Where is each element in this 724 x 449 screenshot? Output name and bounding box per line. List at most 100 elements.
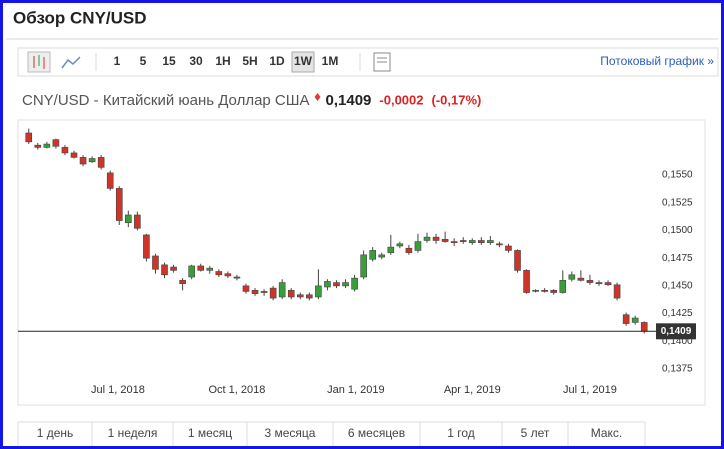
candle-body — [287, 290, 295, 298]
chart-type-candles[interactable] — [27, 51, 51, 73]
y-tick-label: 0,1475 — [662, 253, 693, 264]
candle-body — [423, 236, 431, 241]
candle-body — [34, 144, 42, 148]
y-tick-label: 0,1500 — [662, 225, 693, 236]
instrument-name: CNY/USD - Китайский юань Доллар США — [22, 92, 310, 109]
y-tick-label: 0,1450 — [662, 281, 693, 292]
candle-body — [414, 241, 422, 251]
candle-body — [568, 274, 576, 280]
y-tick-label: 0,1375 — [662, 364, 693, 375]
candle-body — [251, 290, 259, 294]
interval-button[interactable]: 30 — [189, 54, 203, 68]
range-button[interactable]: 1 год — [447, 426, 475, 440]
interval-button[interactable]: 1H — [215, 54, 230, 68]
candle-body — [369, 250, 376, 260]
candle-body — [622, 314, 630, 324]
candle-body — [577, 277, 585, 281]
interval-button[interactable]: 1M — [322, 54, 339, 68]
candle-body — [188, 265, 195, 278]
candle-body — [197, 265, 205, 271]
candle-body — [134, 214, 141, 229]
candle-body — [115, 188, 123, 221]
candle-body — [224, 273, 232, 277]
candle-body — [143, 234, 150, 259]
y-tick-label: 0,1550 — [662, 170, 693, 181]
candle-body — [233, 276, 241, 279]
candle-body — [43, 143, 51, 148]
candle-body — [631, 317, 639, 323]
range-button[interactable]: 1 день — [37, 426, 74, 440]
range-button[interactable]: Макс. — [591, 426, 623, 440]
x-tick-label: Oct 1, 2018 — [208, 384, 265, 396]
candle-body — [215, 271, 223, 276]
x-tick-label: Jul 1, 2019 — [563, 384, 617, 396]
candle-body — [360, 254, 367, 278]
candle-body — [315, 285, 322, 298]
candle-body — [505, 245, 512, 251]
candle-body — [125, 214, 132, 224]
interval-button[interactable]: 5H — [242, 54, 257, 68]
candle-body — [595, 282, 603, 284]
last-price-box — [656, 323, 696, 340]
candle-body — [260, 291, 268, 293]
range-button[interactable]: 5 лет — [521, 426, 550, 440]
range-button[interactable]: 1 месяц — [188, 426, 232, 440]
candle-body — [152, 255, 159, 270]
candle-body — [514, 250, 521, 271]
candle-body — [640, 322, 648, 332]
interval-button[interactable]: 1W — [294, 54, 313, 68]
toolbar — [17, 47, 719, 77]
candle-body — [387, 246, 395, 253]
candle-body — [378, 254, 386, 258]
candle-body — [296, 294, 304, 298]
candle-body — [496, 243, 503, 246]
candle-body — [333, 282, 340, 287]
candle-body — [396, 243, 404, 247]
candle-body — [432, 236, 440, 241]
candle-body — [79, 157, 87, 165]
candle-body — [25, 132, 33, 143]
chart-frame — [17, 119, 706, 406]
last-price-label: 0,1409 — [661, 326, 692, 337]
candle-body — [523, 270, 530, 293]
range-button[interactable]: 3 месяца — [265, 426, 316, 440]
interval-button[interactable]: 15 — [162, 54, 176, 68]
x-tick-label: Jan 1, 2019 — [327, 384, 385, 396]
candle-body — [242, 285, 250, 292]
candle-body — [613, 284, 621, 299]
candle-body — [324, 281, 331, 288]
candle-body — [161, 264, 168, 276]
candle-body — [70, 152, 78, 158]
candle-body — [61, 147, 69, 154]
candle-body — [487, 240, 494, 243]
interval-button[interactable]: 5 — [140, 54, 147, 68]
range-button[interactable]: 1 неделя — [108, 426, 158, 440]
candle-body — [206, 267, 214, 271]
candle-body — [170, 266, 177, 271]
y-tick-label: 0,1425 — [662, 308, 693, 319]
title: Обзор CNY/USD — [13, 8, 147, 27]
range-button[interactable]: 6 месяцев — [348, 426, 405, 440]
candle-body — [559, 280, 567, 293]
x-tick-label: Jul 1, 2018 — [91, 384, 145, 396]
chart-type-line[interactable] — [61, 56, 81, 69]
streaming-link[interactable]: Потоковый график » — [600, 54, 714, 68]
candle-body — [441, 239, 449, 242]
interval-button[interactable]: 1 — [114, 54, 121, 68]
x-tick-label: Apr 1, 2019 — [444, 384, 501, 396]
candle-body — [306, 294, 313, 299]
interval-button[interactable]: 1D — [269, 54, 285, 68]
candle-body — [550, 290, 558, 293]
candle-body — [459, 240, 467, 242]
candle-body — [351, 277, 358, 290]
candle-body — [269, 287, 277, 299]
change: -0,0002 — [379, 92, 423, 107]
candle-body — [106, 172, 114, 189]
settings-icon[interactable] — [373, 52, 391, 72]
interval-selected — [291, 51, 315, 73]
candle-body — [541, 290, 548, 292]
candle-body — [405, 247, 413, 253]
candle-body — [52, 139, 60, 147]
candle-body — [88, 158, 96, 163]
